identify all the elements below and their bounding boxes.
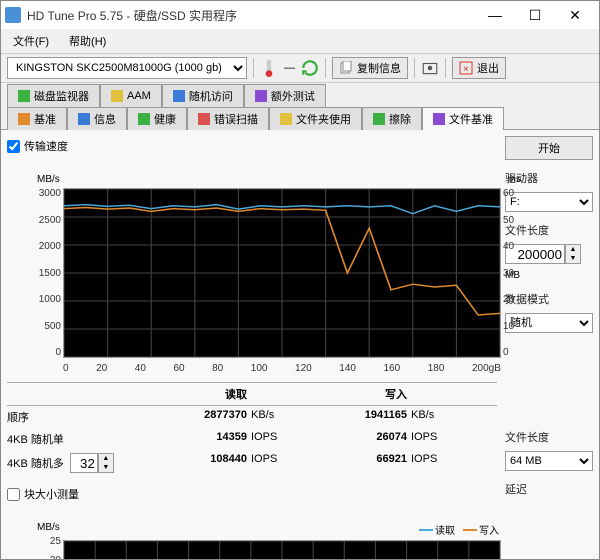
thread-count-input[interactable] bbox=[70, 453, 98, 473]
filebench-icon bbox=[433, 113, 445, 125]
error-icon bbox=[198, 113, 210, 125]
tab-erase[interactable]: 擦除 bbox=[362, 107, 422, 130]
chart2-legend: 读取 写入 bbox=[419, 522, 499, 537]
tab-error-scan[interactable]: 错误扫描 bbox=[187, 107, 269, 130]
close-button[interactable]: ✕ bbox=[555, 1, 595, 29]
app-icon bbox=[5, 7, 21, 23]
separator bbox=[445, 58, 446, 78]
chart1-yaxis2: 6050403020100 bbox=[503, 188, 525, 358]
menu-file[interactable]: 文件(F) bbox=[9, 31, 53, 51]
copy-icon bbox=[339, 61, 353, 75]
delay-label: 延迟 bbox=[505, 481, 593, 497]
chart1 bbox=[63, 188, 501, 358]
disk-icon bbox=[18, 90, 30, 102]
tab-info[interactable]: 信息 bbox=[67, 107, 127, 130]
legend-read-swatch bbox=[419, 529, 433, 531]
refresh-icon[interactable] bbox=[301, 59, 319, 77]
thread-spinner[interactable]: ▲▼ bbox=[98, 453, 114, 473]
folder-icon bbox=[280, 113, 292, 125]
blocksize-label: 块大小测量 bbox=[24, 486, 79, 502]
chart2-ylabel: MB/s bbox=[37, 522, 60, 533]
col-write: 写入 bbox=[287, 386, 407, 402]
minimize-button[interactable]: — bbox=[475, 1, 515, 29]
separator bbox=[253, 58, 254, 78]
blocksize-checkbox-row: 块大小测量 bbox=[7, 484, 497, 504]
aam-icon bbox=[111, 90, 123, 102]
bench-icon bbox=[18, 113, 30, 125]
transfer-speed-label: 传输速度 bbox=[24, 138, 68, 154]
temperature-icon bbox=[260, 59, 278, 77]
health-icon bbox=[138, 113, 150, 125]
extra-icon bbox=[255, 90, 267, 102]
window: HD Tune Pro 5.75 - 硬盘/SSD 实用程序 — ☐ ✕ 文件(… bbox=[0, 0, 600, 560]
copy-info-button[interactable]: 复制信息 bbox=[332, 57, 408, 79]
main-column: 传输速度 MB/s ms 300025002000150010005000 60… bbox=[7, 136, 497, 553]
transfer-speed-checkbox-row: 传输速度 bbox=[7, 136, 497, 156]
titlebar: HD Tune Pro 5.75 - 硬盘/SSD 实用程序 — ☐ ✕ bbox=[1, 1, 599, 29]
tab-benchmark[interactable]: 基准 bbox=[7, 107, 67, 130]
temp-dash: — bbox=[284, 62, 295, 74]
legend-write-swatch bbox=[463, 529, 477, 531]
random-icon bbox=[173, 90, 185, 102]
menubar: 文件(F) 帮助(H) bbox=[1, 29, 599, 53]
file-length2-select[interactable]: 64 MB bbox=[505, 451, 593, 471]
tab-extra-tests[interactable]: 额外测试 bbox=[244, 84, 326, 107]
table-row: 4KB 随机单14359IOPS26074IOPS bbox=[7, 428, 497, 450]
svg-text:×: × bbox=[463, 64, 469, 75]
separator bbox=[414, 58, 415, 78]
content-area: 传输速度 MB/s ms 300025002000150010005000 60… bbox=[1, 129, 599, 559]
col-read: 读取 bbox=[127, 386, 247, 402]
screenshot-icon[interactable] bbox=[421, 59, 439, 77]
results-table: 读取 写入 顺序2877370KB/s1941165KB/s4KB 随机单143… bbox=[7, 382, 497, 476]
start-button[interactable]: 开始 bbox=[505, 136, 593, 160]
exit-icon: × bbox=[459, 61, 473, 75]
chart2-svg bbox=[64, 541, 500, 559]
table-row: 4KB 随机多▲▼108440IOPS66921IOPS bbox=[7, 450, 497, 476]
menu-help[interactable]: 帮助(H) bbox=[65, 31, 110, 51]
chart2 bbox=[63, 540, 501, 559]
blocksize-checkbox[interactable] bbox=[7, 488, 20, 501]
erase-icon bbox=[373, 113, 385, 125]
table-header: 读取 写入 bbox=[7, 383, 497, 406]
exit-button[interactable]: × 退出 bbox=[452, 57, 506, 79]
separator bbox=[325, 58, 326, 78]
tab-random-access[interactable]: 随机访问 bbox=[162, 84, 244, 107]
chart1-svg bbox=[64, 189, 500, 357]
info-icon bbox=[78, 113, 90, 125]
chart1-ylabel: MB/s bbox=[37, 174, 60, 185]
transfer-speed-checkbox[interactable] bbox=[7, 140, 20, 153]
chart1-ylabel2: ms bbox=[508, 174, 521, 185]
chart1-xaxis: 020406080100120140160180200gB bbox=[63, 363, 501, 374]
device-select[interactable]: KINGSTON SKC2500M81000G (1000 gb) bbox=[7, 57, 247, 79]
file-length2-label: 文件长度 bbox=[505, 429, 593, 445]
tab-row-1: 磁盘监视器 AAM 随机访问 额外测试 bbox=[1, 84, 599, 107]
tab-health[interactable]: 健康 bbox=[127, 107, 187, 130]
window-title: HD Tune Pro 5.75 - 硬盘/SSD 实用程序 bbox=[27, 7, 475, 24]
chart1-yaxis: 300025002000150010005000 bbox=[35, 188, 61, 358]
table-row: 顺序2877370KB/s1941165KB/s bbox=[7, 406, 497, 428]
tab-folder-usage[interactable]: 文件夹使用 bbox=[269, 107, 362, 130]
tab-disk-monitor[interactable]: 磁盘监视器 bbox=[7, 84, 100, 107]
toolbar: KINGSTON SKC2500M81000G (1000 gb) — 复制信息… bbox=[1, 53, 599, 83]
tab-aam[interactable]: AAM bbox=[100, 84, 162, 107]
file-length-spinner[interactable]: ▲▼ bbox=[565, 244, 581, 264]
chart2-yaxis: 2520151050 bbox=[35, 536, 61, 559]
tab-file-benchmark[interactable]: 文件基准 bbox=[422, 107, 504, 130]
tab-row-2: 基准 信息 健康 错误扫描 文件夹使用 擦除 文件基准 bbox=[1, 107, 599, 130]
maximize-button[interactable]: ☐ bbox=[515, 1, 555, 29]
